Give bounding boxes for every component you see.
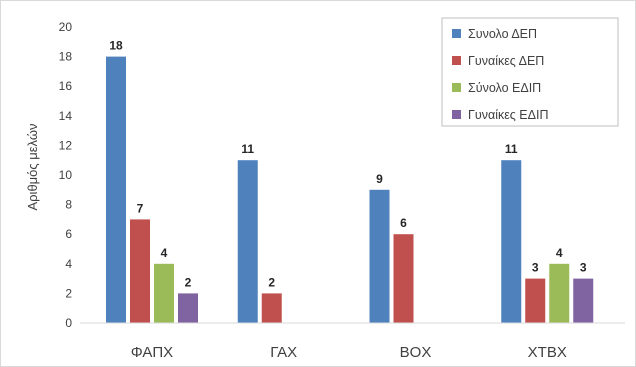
bar <box>369 189 390 323</box>
legend-swatch <box>452 110 461 119</box>
data-label: 11 <box>505 142 518 156</box>
x-tick-label: ΧΤΒΧ <box>528 344 567 361</box>
y-tick-label: 20 <box>59 20 73 34</box>
legend-label: Γυναίκες ΕΔΙΠ <box>468 108 548 122</box>
x-tick-label: ΓΑΧ <box>270 344 297 361</box>
y-tick-label: 0 <box>65 316 72 330</box>
data-label: 7 <box>137 201 144 215</box>
y-tick-label: 12 <box>59 138 73 152</box>
x-tick-label: ΦΑΠΧ <box>131 344 173 361</box>
bar <box>261 293 282 323</box>
data-label: 4 <box>556 246 563 260</box>
y-tick-label: 2 <box>65 286 72 300</box>
data-label: 3 <box>532 261 539 275</box>
bar <box>525 278 546 323</box>
bar <box>106 56 126 323</box>
bar <box>393 234 414 323</box>
data-label: 4 <box>161 246 168 260</box>
y-tick-label: 6 <box>65 227 72 241</box>
bar <box>237 160 258 323</box>
data-label: 6 <box>400 216 407 230</box>
y-tick-label: 16 <box>59 79 73 93</box>
bar <box>501 160 522 323</box>
legend-swatch <box>452 56 461 65</box>
bar <box>549 263 570 323</box>
data-label: 2 <box>185 275 192 289</box>
data-label: 18 <box>109 39 123 53</box>
x-tick-label: ΒΟΧ <box>400 344 432 361</box>
bar <box>130 219 150 323</box>
data-label: 2 <box>268 275 275 289</box>
bar <box>154 263 174 323</box>
data-label: 9 <box>376 172 383 186</box>
y-axis-label: Αριθμός μελών <box>25 123 40 210</box>
y-tick-label: 8 <box>65 198 72 212</box>
bar <box>573 278 594 323</box>
y-tick-label: 18 <box>59 50 73 64</box>
legend-swatch <box>452 83 461 92</box>
legend-label: Συνολο ΔΕΠ <box>468 27 537 41</box>
data-labels: 18 7 4 2 11 2 9 6 11 3 4 3 <box>109 39 587 290</box>
legend: Συνολο ΔΕΠ Γυναίκες ΔΕΠ Σύνολο ΕΔΙΠ Γυναίκε… <box>441 17 619 127</box>
legend-swatch <box>452 29 461 38</box>
y-tick-label: 4 <box>65 257 72 271</box>
y-tick-label: 10 <box>59 168 73 182</box>
legend-box <box>441 17 619 127</box>
legend-label: Σύνολο ΕΔΙΠ <box>468 81 541 95</box>
y-tick-label: 14 <box>59 109 73 123</box>
legend-label: Γυναίκες ΔΕΠ <box>468 54 544 68</box>
x-axis: ΦΑΠΧ ΓΑΧ ΒΟΧ ΧΤΒΧ <box>80 322 625 361</box>
bars <box>106 56 594 323</box>
data-label: 11 <box>241 142 254 156</box>
bar <box>178 293 198 323</box>
y-axis: 0 2 4 6 8 10 12 14 16 18 20 <box>59 20 73 330</box>
data-label: 3 <box>580 261 587 275</box>
